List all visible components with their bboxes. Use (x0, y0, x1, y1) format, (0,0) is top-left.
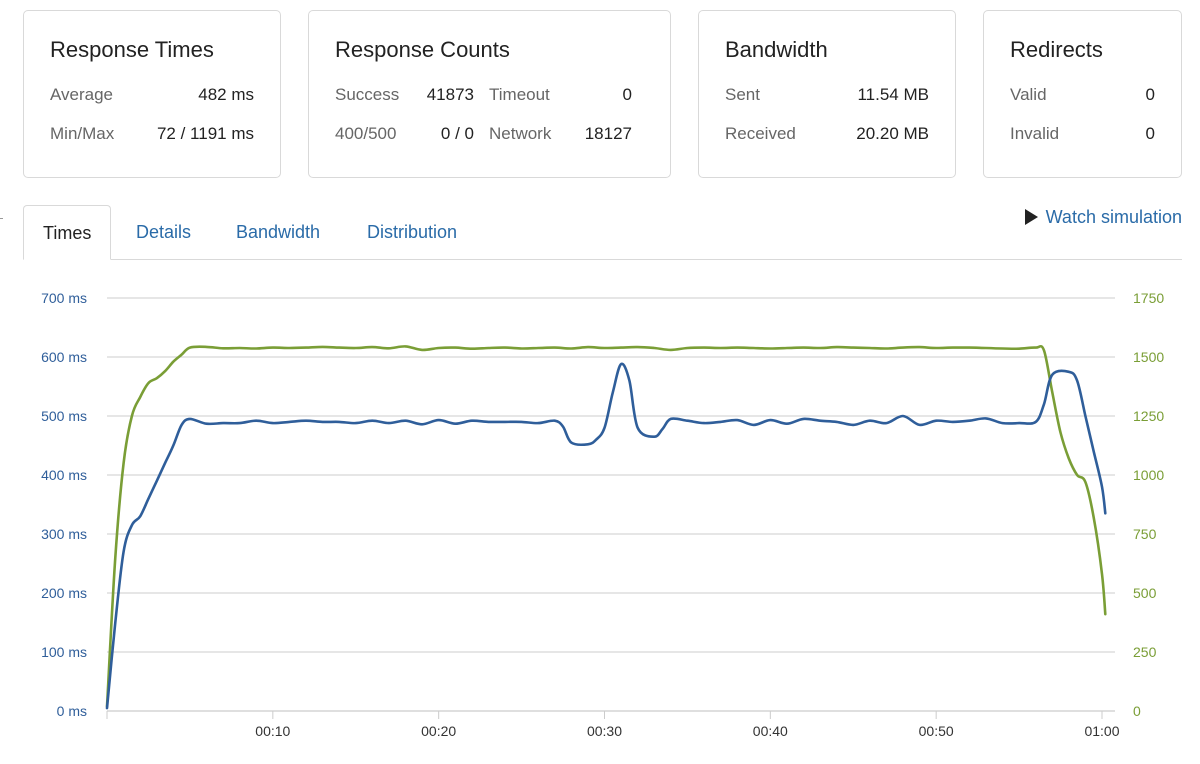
http-error-value: 0 / 0 (440, 124, 474, 143)
left-axis-tick-label: 100 ms (41, 644, 87, 660)
redirects-card: Redirects Valid 0 Invalid 0 (983, 10, 1182, 178)
tab-details[interactable]: Details (136, 222, 192, 242)
x-axis-tick-label: 01:00 (1084, 723, 1119, 739)
right-axis-tick-label: 1250 (1133, 408, 1164, 424)
requests-series-line (105, 344, 1107, 708)
x-axis-tick-label: 00:40 (753, 723, 788, 739)
left-axis-tick-label: 700 ms (41, 290, 87, 306)
network-label: Network (489, 124, 552, 143)
sent-label: Sent (725, 85, 760, 104)
left-axis-tick-label: 400 ms (41, 467, 87, 483)
average-label: Average (50, 85, 114, 104)
minmax-label: Min/Max (50, 124, 115, 143)
watch-simulation-link[interactable]: Watch simulation (1024, 207, 1182, 228)
average-value: 482 ms (198, 85, 254, 104)
watch-simulation-label: Watch simulation (1045, 207, 1182, 227)
response-time-series-line (105, 362, 1107, 710)
success-label: Success (335, 85, 400, 104)
edge-marker (0, 218, 3, 219)
tab-times[interactable]: Times (23, 205, 112, 260)
invalid-label: Invalid (1010, 124, 1060, 143)
x-axis-tick-label: 00:10 (255, 723, 290, 739)
right-axis-tick-label: 500 (1133, 585, 1157, 601)
redirects-title: Redirects (1010, 37, 1103, 62)
timeout-label: Timeout (489, 85, 550, 104)
bandwidth-title: Bandwidth (725, 37, 828, 62)
left-axis-tick-label: 500 ms (41, 408, 87, 424)
x-axis-tick-label: 00:50 (919, 723, 954, 739)
response-counts-title: Response Counts (335, 37, 510, 62)
right-axis-tick-label: 1500 (1133, 349, 1164, 365)
left-axis-tick-label: 0 ms (57, 703, 87, 719)
right-axis-tick-label: 1750 (1133, 290, 1164, 306)
x-axis-tick-label: 00:30 (587, 723, 622, 739)
response-times-title: Response Times (50, 37, 214, 62)
tab-bar: Times Details Bandwidth Distribution (23, 205, 1182, 260)
right-axis-tick-label: 750 (1133, 526, 1157, 542)
network-value: 18127 (584, 124, 632, 143)
left-axis-tick-label: 300 ms (41, 526, 87, 542)
tab-distribution[interactable]: Distribution (367, 222, 458, 242)
x-axis-tick-label: 00:20 (421, 723, 456, 739)
invalid-value: 0 (1145, 124, 1155, 143)
response-counts-card: Response Counts Success 41873 Timeout 0 … (308, 10, 671, 178)
response-times-card: Response Times Average 482 ms Min/Max 72… (23, 10, 281, 178)
received-value: 20.20 MB (856, 124, 929, 143)
left-axis-tick-label: 600 ms (41, 349, 87, 365)
minmax-value: 72 / 1191 ms (156, 124, 254, 143)
play-icon (1024, 209, 1038, 225)
bandwidth-card: Bandwidth Sent 11.54 MB Received 20.20 M… (698, 10, 956, 178)
received-label: Received (725, 124, 796, 143)
right-axis-tick-label: 1000 (1133, 467, 1164, 483)
valid-value: 0 (1145, 85, 1155, 104)
success-value: 41873 (426, 85, 474, 104)
right-axis-tick-label: 250 (1133, 644, 1157, 660)
timeout-value: 0 (622, 85, 632, 104)
right-axis-tick-label: 0 (1133, 703, 1141, 719)
tab-bandwidth[interactable]: Bandwidth (236, 222, 321, 242)
response-time-chart: 0 ms 100 ms 200 ms 300 ms 400 ms 500 ms 600 ms… (41, 290, 1164, 739)
left-axis-tick-label: 200 ms (41, 585, 87, 601)
valid-label: Valid (1010, 85, 1047, 104)
http-error-label: 400/500 (335, 124, 397, 143)
sent-value: 11.54 MB (857, 85, 929, 104)
